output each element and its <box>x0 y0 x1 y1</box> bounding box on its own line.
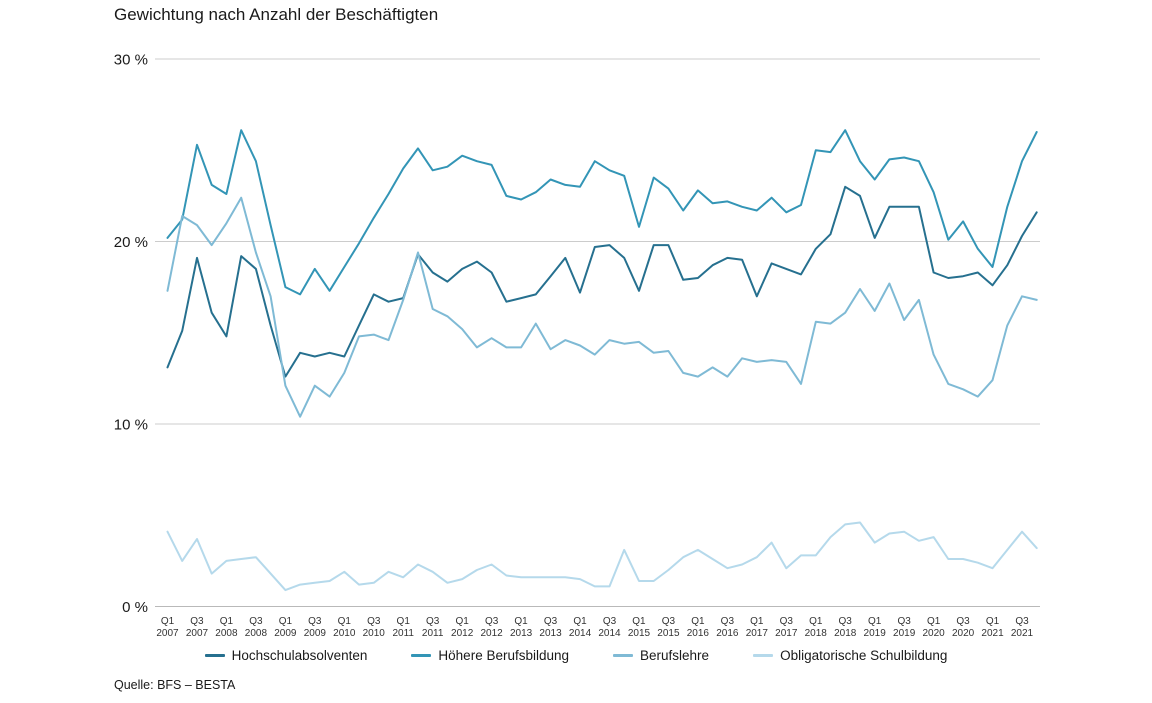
x-tick-label: Q1 2019 <box>864 616 887 639</box>
y-tick-label: 20 % <box>114 234 148 251</box>
x-tick-label: Q1 2013 <box>510 616 533 639</box>
x-tick-label: Q3 2020 <box>952 616 975 639</box>
y-tick-label: 30 % <box>114 52 148 69</box>
x-tick-label: Q3 2016 <box>716 616 739 639</box>
legend-item-berufslehre: Berufslehre <box>613 648 709 663</box>
x-tick-label: Q1 2009 <box>274 616 297 639</box>
legend-label: Höhere Berufsbildung <box>438 648 570 663</box>
x-tick-label: Q1 2008 <box>215 616 238 639</box>
x-tick-label: Q3 2019 <box>893 616 916 639</box>
legend-swatch-icon <box>753 654 774 657</box>
legend-swatch-icon <box>411 654 432 657</box>
x-tick-label: Q1 2007 <box>156 616 179 639</box>
y-tick-label: 0 % <box>122 599 148 616</box>
legend-item-hochschulabsolventen: Hochschulabsolventen <box>204 648 368 663</box>
x-tick-label: Q3 2007 <box>186 616 209 639</box>
x-tick-label: Q1 2020 <box>922 616 945 639</box>
x-tick-label: Q3 2021 <box>1011 616 1034 639</box>
series-line-obligatorische-schulbildung <box>166 521 1038 592</box>
x-tick-label: Q1 2018 <box>805 616 828 639</box>
legend-label: Obligatorische Schulbildung <box>780 648 948 663</box>
legend-swatch-icon <box>613 654 634 657</box>
series-line-h-here-berufsbildung <box>166 129 1038 296</box>
x-tick-label: Q3 2017 <box>775 616 798 639</box>
x-tick-label: Q3 2015 <box>657 616 680 639</box>
x-tick-label: Q1 2016 <box>687 616 710 639</box>
chart-legend: Hochschulabsolventen Höhere Berufsbildun… <box>0 648 1152 663</box>
series-line-hochschulabsolventen <box>166 185 1038 378</box>
x-tick-label: Q3 2018 <box>834 616 857 639</box>
x-tick-label: Q1 2012 <box>451 616 474 639</box>
x-tick-label: Q3 2009 <box>304 616 327 639</box>
x-tick-label: Q3 2011 <box>422 616 444 639</box>
legend-swatch-icon <box>204 654 225 657</box>
chart-title: Gewichtung nach Anzahl der Beschäftigten <box>114 5 439 24</box>
legend-item-hoehere-berufsbildung: Höhere Berufsbildung <box>411 648 569 663</box>
x-tick-label: Q1 2011 <box>392 616 414 639</box>
series-line-berufslehre <box>166 196 1038 418</box>
x-tick-label: Q1 2010 <box>333 616 356 639</box>
x-tick-label: Q1 2017 <box>746 616 769 639</box>
x-tick-label: Q3 2008 <box>245 616 268 639</box>
x-tick-label: Q1 2014 <box>569 616 592 639</box>
x-tick-label: Q3 2014 <box>598 616 621 639</box>
x-tick-label: Q1 2015 <box>628 616 651 639</box>
x-tick-label: Q3 2013 <box>539 616 562 639</box>
legend-item-obligatorische-schulbildung: Obligatorische Schulbildung <box>753 648 947 663</box>
legend-label: Hochschulabsolventen <box>231 648 368 663</box>
x-tick-label: Q1 2021 <box>981 616 1004 639</box>
y-tick-label: 10 % <box>114 417 148 434</box>
x-tick-label: Q3 2010 <box>363 616 386 639</box>
legend-label: Berufslehre <box>640 648 710 663</box>
source-note: Quelle: BFS – BESTA <box>114 678 236 692</box>
x-tick-label: Q3 2012 <box>481 616 504 639</box>
